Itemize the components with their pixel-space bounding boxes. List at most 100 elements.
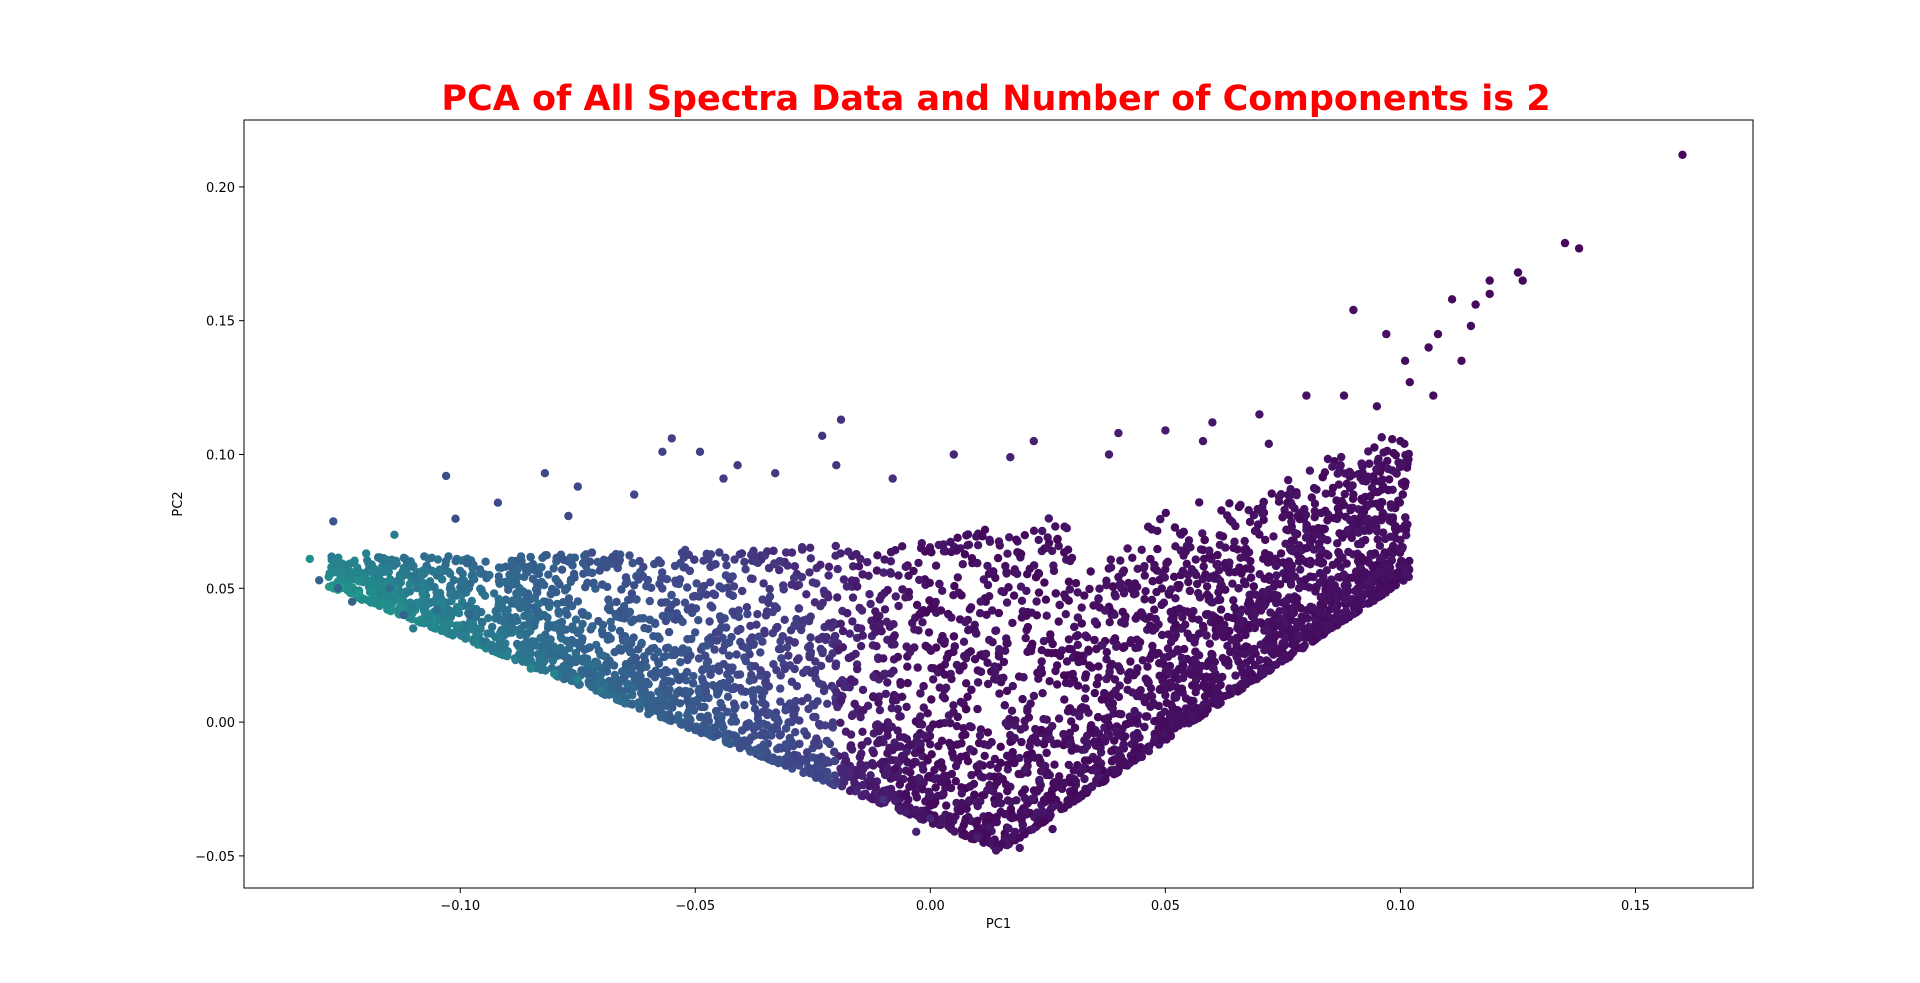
scatter-point xyxy=(972,820,981,829)
scatter-point xyxy=(690,591,699,601)
scatter-point xyxy=(915,575,924,585)
scatter-point xyxy=(1017,737,1026,747)
scatter-point xyxy=(833,564,842,574)
scatter-point xyxy=(906,768,915,777)
scatter-point xyxy=(1215,531,1224,540)
scatter-point xyxy=(839,575,849,584)
scatter-point xyxy=(407,560,416,569)
scatter-point xyxy=(1388,515,1397,524)
scatter-point xyxy=(1315,539,1324,548)
scatter-point xyxy=(1143,662,1152,671)
scatter-point xyxy=(1322,566,1332,575)
scatter-point xyxy=(1080,591,1089,600)
scatter-point xyxy=(890,640,899,649)
scatter-point xyxy=(1249,511,1259,520)
scatter-point xyxy=(1154,620,1163,629)
scatter-point xyxy=(1312,530,1322,539)
scatter-point xyxy=(366,598,376,607)
scatter-point xyxy=(492,610,502,619)
scatter-point xyxy=(872,721,881,731)
scatter-point xyxy=(721,732,730,741)
scatter-point xyxy=(942,801,951,810)
scatter-point xyxy=(1118,607,1127,617)
scatter-point xyxy=(325,569,334,578)
scatter-point xyxy=(1106,563,1116,572)
scatter-point xyxy=(1033,787,1042,796)
scatter-point xyxy=(700,722,709,732)
scatter-point xyxy=(1185,586,1195,596)
scatter-point xyxy=(776,697,785,706)
scatter-point xyxy=(378,599,387,608)
scatter-point xyxy=(1404,455,1413,464)
scatter-point xyxy=(1029,526,1039,535)
scatter-point xyxy=(903,662,912,671)
scatter-point xyxy=(1287,501,1297,510)
scatter-point xyxy=(1383,456,1392,466)
scatter-point xyxy=(1375,541,1385,550)
scatter-point xyxy=(1328,462,1337,471)
scatter-point xyxy=(458,569,467,578)
scatter-point xyxy=(872,642,881,651)
scatter-point xyxy=(649,696,659,706)
scatter-point xyxy=(805,568,814,577)
scatter-point xyxy=(866,771,875,780)
scatter-point xyxy=(1063,796,1072,805)
scatter-point xyxy=(1120,761,1129,770)
scatter-point xyxy=(1120,615,1130,624)
scatter-point xyxy=(594,616,603,626)
scatter-point xyxy=(1137,545,1146,554)
scatter-point xyxy=(843,772,852,781)
scatter-point xyxy=(659,652,668,662)
scatter-point xyxy=(1102,655,1111,664)
scatter-point xyxy=(1169,614,1178,623)
scatter-point xyxy=(912,600,922,610)
scatter-point xyxy=(1052,777,1062,786)
scatter-point xyxy=(872,566,882,575)
scatter-point xyxy=(694,616,703,625)
scatter-point xyxy=(1277,657,1287,666)
scatter-point xyxy=(915,610,924,619)
scatter-point xyxy=(1267,489,1276,498)
scatter-point xyxy=(1306,572,1315,581)
scatter-point xyxy=(481,557,490,566)
scatter-point xyxy=(875,706,885,715)
scatter-point xyxy=(1051,522,1060,531)
scatter-point xyxy=(1171,594,1180,603)
scatter-point xyxy=(818,646,827,656)
scatter-point xyxy=(664,627,674,637)
scatter-point xyxy=(1191,688,1200,697)
scatter-point xyxy=(514,589,524,599)
scatter-point xyxy=(533,588,542,597)
scatter-point xyxy=(1053,680,1062,689)
scatter-point xyxy=(1002,686,1012,696)
scatter-point xyxy=(432,588,441,597)
scatter-point xyxy=(950,827,959,836)
scatter-point xyxy=(1061,610,1071,619)
scatter-point xyxy=(973,801,982,811)
scatter-point xyxy=(1170,693,1179,702)
scatter-point xyxy=(1126,638,1135,647)
scatter-point xyxy=(949,708,958,717)
scatter-point xyxy=(956,752,966,761)
scatter-point xyxy=(1117,710,1126,719)
scatter-point xyxy=(1157,630,1167,640)
scatter-point xyxy=(1140,571,1150,580)
scatter-point xyxy=(795,739,804,749)
scatter-point xyxy=(478,618,487,627)
scatter-point xyxy=(919,682,928,691)
scatter-point xyxy=(1002,598,1012,607)
scatter-point xyxy=(1284,475,1293,485)
scatter-point xyxy=(904,587,914,597)
scatter-point xyxy=(988,638,997,647)
scatter-point xyxy=(894,601,903,611)
scatter-point xyxy=(1114,692,1124,702)
scatter-point xyxy=(1073,631,1082,640)
scatter-point xyxy=(761,678,770,688)
scatter-point xyxy=(544,570,553,579)
scatter-point xyxy=(994,537,1004,546)
scatter-point xyxy=(338,559,347,568)
scatter-point xyxy=(677,548,687,557)
scatter-point xyxy=(1184,577,1193,587)
scatter-point xyxy=(898,542,907,551)
scatter-point xyxy=(1215,595,1224,604)
